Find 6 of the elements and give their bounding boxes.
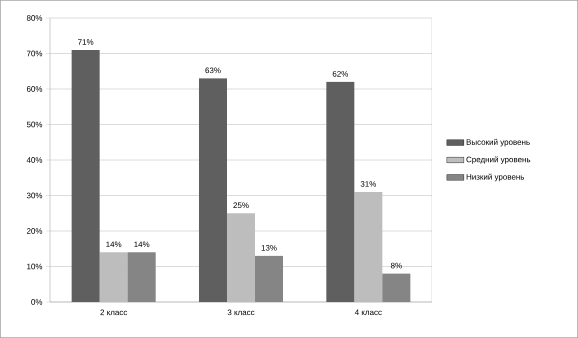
bar bbox=[326, 82, 354, 302]
bar bbox=[72, 50, 100, 302]
bar bbox=[198, 78, 227, 302]
bar bbox=[100, 252, 128, 302]
bar bbox=[226, 213, 256, 302]
bar bbox=[354, 192, 382, 302]
